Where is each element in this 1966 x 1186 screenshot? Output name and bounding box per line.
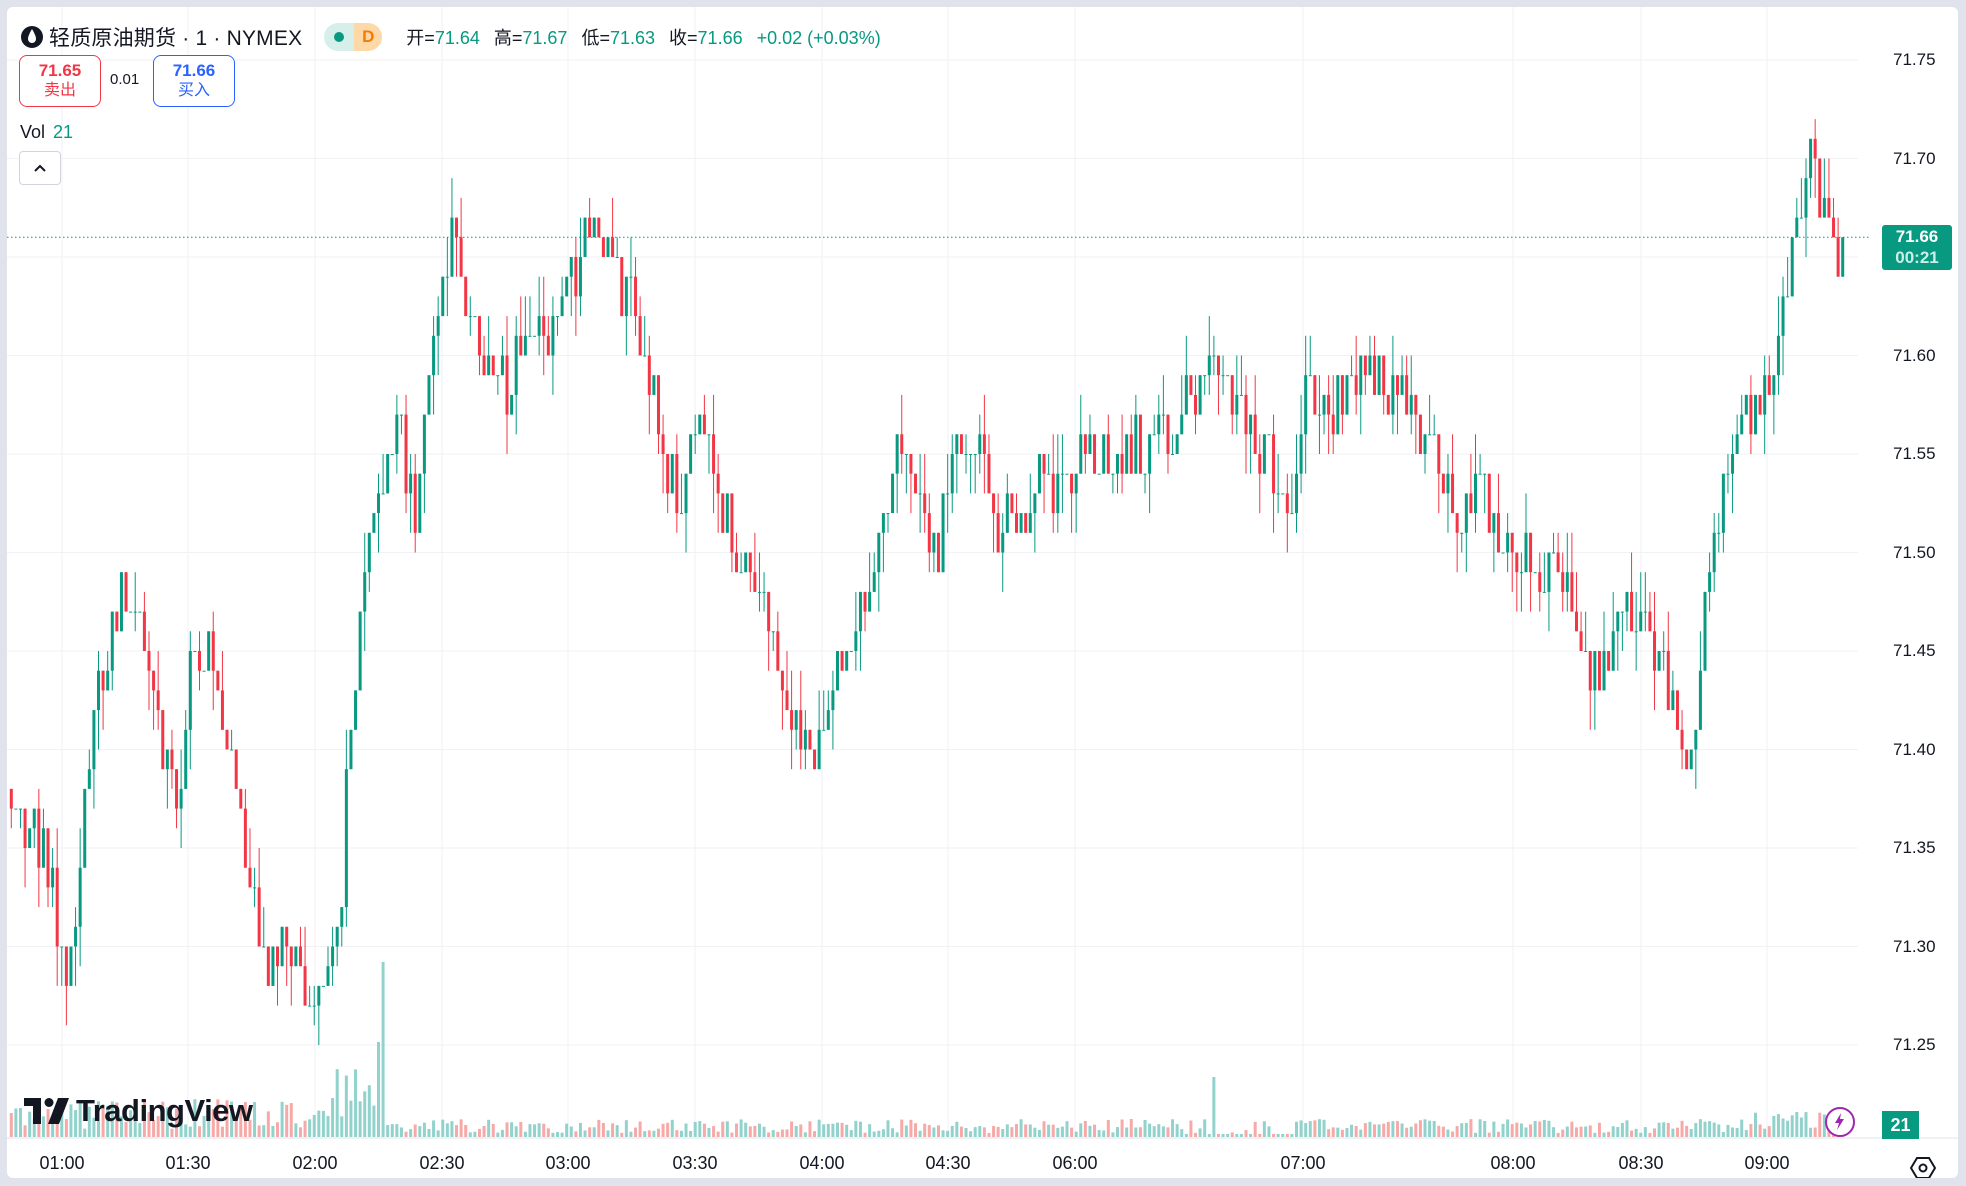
- price-axis-label: 71.55: [1893, 444, 1936, 463]
- sell-button[interactable]: 71.65 卖出: [19, 55, 101, 107]
- bar-countdown: 00:21: [1895, 248, 1939, 267]
- high-value: 71.67: [522, 28, 568, 48]
- time-axis-label: 04:30: [925, 1153, 971, 1173]
- price-axis-label: 71.75: [1893, 50, 1936, 69]
- price-axis-label: 71.60: [1893, 345, 1936, 365]
- volume-legend[interactable]: Vol 21: [20, 122, 73, 143]
- collapse-legend-button[interactable]: [19, 151, 61, 185]
- chart-frame: 轻质原油期货 · 1 · NYMEX D 开=71.64 高=71.67 低=7…: [7, 7, 1958, 1178]
- buy-button[interactable]: 71.66 买入: [153, 55, 235, 107]
- price-axis-label: 71.45: [1893, 641, 1936, 660]
- high-label: 高=: [493, 28, 523, 48]
- ohlc-values: 开=71.64 高=71.67 低=71.63 收=71.66 +0.02 (+…: [406, 24, 880, 50]
- volume-label: Vol: [20, 122, 46, 142]
- lightning-icon: [1835, 1113, 1844, 1130]
- sell-price: 71.65: [38, 61, 82, 80]
- chart-settings-icon[interactable]: [1910, 1155, 1936, 1178]
- open-label: 开=: [406, 28, 435, 48]
- delayed-badge: D: [354, 23, 383, 51]
- time-axis-label: 03:30: [672, 1153, 718, 1173]
- time-axis-label: 02:00: [292, 1153, 338, 1173]
- volume-last-badge: 21: [1882, 1111, 1919, 1139]
- time-axis-label: 04:00: [799, 1153, 845, 1173]
- time-axis-label: 01:30: [165, 1153, 211, 1173]
- time-axis-label: 02:30: [419, 1153, 465, 1173]
- lightning-alert-button[interactable]: [1825, 1107, 1855, 1137]
- time-axis-label: 07:00: [1280, 1153, 1326, 1173]
- spread-value: 0.01: [110, 71, 140, 88]
- candlestick-plot[interactable]: [7, 7, 1958, 1178]
- open-value: 71.64: [434, 28, 480, 48]
- buy-label: 买入: [177, 82, 210, 99]
- time-axis-label: 06:00: [1052, 1153, 1098, 1173]
- symbol-legend: 轻质原油期货 · 1 · NYMEX D 开=71.64 高=71.67 低=7…: [21, 21, 881, 53]
- price-axis-label: 71.25: [1893, 1035, 1936, 1054]
- price-axis-label: 71.35: [1893, 838, 1936, 857]
- last-price-label: 71.66 00:21: [1882, 225, 1952, 270]
- time-axis-label: 08:30: [1618, 1153, 1664, 1173]
- volume-value: 21: [53, 122, 74, 142]
- time-axis-label: 08:00: [1490, 1153, 1536, 1173]
- last-price: 71.66: [1895, 227, 1939, 246]
- tradingview-logo[interactable]: TradingView: [24, 1093, 253, 1129]
- oil-drop-icon: [21, 26, 43, 48]
- low-value: 71.63: [609, 28, 656, 48]
- price-axis-label: 71.40: [1893, 739, 1936, 759]
- change-value: +0.02 (+0.03%): [756, 28, 881, 48]
- chevron-up-icon: [34, 164, 46, 172]
- time-axis-label: 09:00: [1744, 1153, 1790, 1173]
- price-axis-label: 71.50: [1893, 542, 1936, 562]
- sell-label: 卖出: [43, 82, 76, 99]
- market-open-dot-icon: [324, 23, 355, 51]
- close-label: 收=: [669, 28, 698, 48]
- logo-text: TradingView: [76, 1093, 253, 1128]
- tv-logo-icon: [24, 1098, 69, 1124]
- low-label: 低=: [581, 28, 610, 48]
- price-axis-label: 71.70: [1893, 148, 1936, 168]
- buy-price: 71.66: [172, 61, 216, 80]
- price-axis-label: 71.30: [1893, 936, 1936, 956]
- time-axis-label: 03:00: [545, 1153, 591, 1173]
- time-axis-label: 01:00: [39, 1153, 85, 1173]
- market-status-badge[interactable]: D: [324, 23, 383, 51]
- close-value: 71.66: [697, 28, 743, 48]
- symbol-title[interactable]: 轻质原油期货 · 1 · NYMEX: [49, 27, 303, 50]
